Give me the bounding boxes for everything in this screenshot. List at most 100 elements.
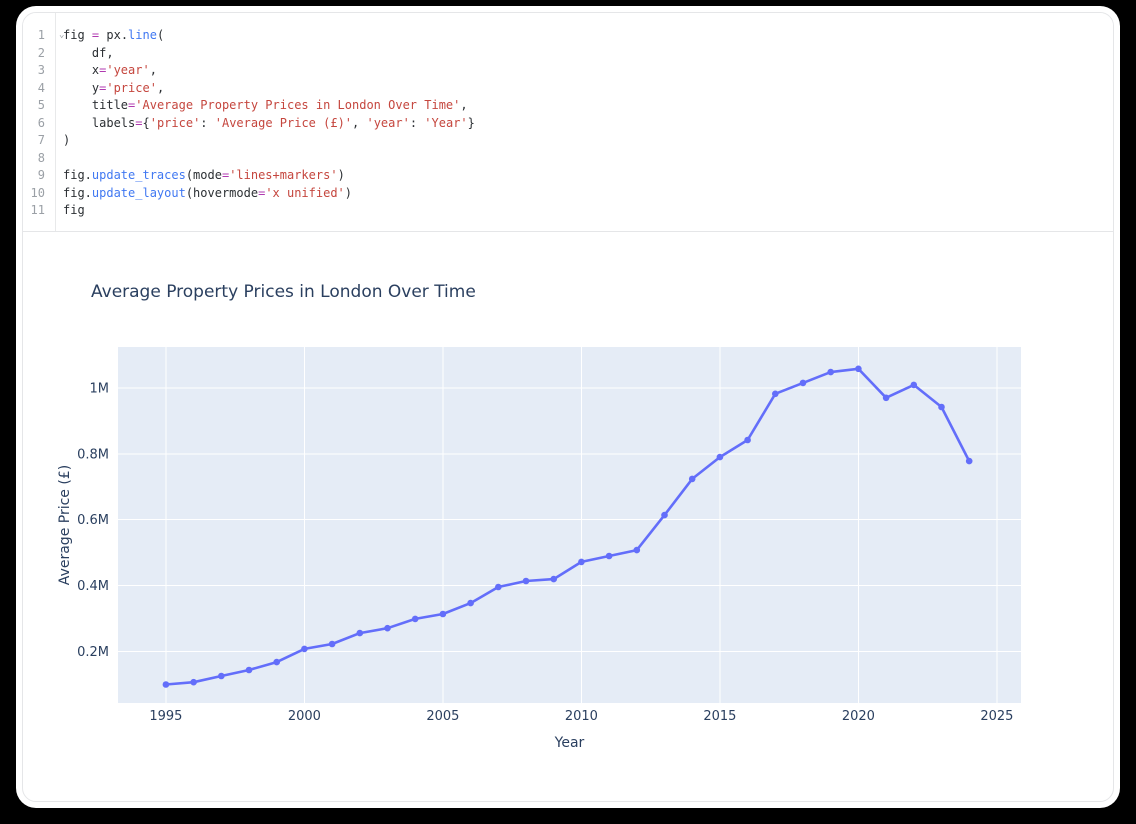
line-number: 11	[30, 203, 45, 217]
line-number: 10	[30, 185, 45, 200]
data-point-marker[interactable]	[938, 403, 945, 411]
code-token: 'year'	[106, 63, 150, 77]
code-token: ,	[352, 115, 367, 130]
code-token: 'lines+markers'	[229, 168, 338, 182]
y-tick-label: 0.8M	[77, 447, 109, 462]
data-point-marker[interactable]	[439, 610, 447, 618]
line-number: 7	[37, 133, 45, 147]
line-number: 3	[37, 63, 45, 77]
code-editor[interactable]: 1 ⌄ fig = px.line(2 df, 3 x='year', 4 y='pri…	[23, 13, 1113, 232]
code-line: 4 y='price',	[23, 80, 1113, 98]
code-line-content: title='Average Property Prices in London…	[55, 97, 468, 115]
code-token: )	[344, 185, 353, 200]
line-number: 4	[37, 80, 45, 95]
data-point-marker[interactable]	[162, 681, 170, 688]
data-point-marker[interactable]	[716, 453, 724, 461]
fold-chevron-icon[interactable]: ⌄	[59, 30, 65, 40]
data-point-marker[interactable]	[495, 583, 502, 591]
data-point-marker[interactable]	[384, 624, 391, 632]
plot-area[interactable]	[118, 347, 1021, 703]
code-line: 11 fig	[23, 202, 1113, 220]
x-tick-label: 2015	[703, 709, 736, 724]
code-token: 'price'	[149, 115, 201, 130]
code-token: 'Year'	[424, 115, 468, 130]
code-token: (hovermode	[185, 185, 259, 200]
code-line: 7)	[23, 132, 1113, 150]
data-point-marker[interactable]	[882, 394, 890, 402]
y-tick-label: 0.4M	[77, 579, 109, 594]
code-line-content: df,	[55, 45, 114, 63]
code-token: y	[63, 80, 100, 95]
data-point-marker[interactable]	[799, 379, 807, 387]
code-token: =	[99, 80, 107, 95]
code-token: =	[128, 98, 136, 112]
chart-title: Average Property Prices in London Over T…	[91, 282, 476, 302]
code-token: =	[91, 28, 100, 42]
line-number: 5	[37, 98, 45, 112]
data-point-marker[interactable]	[688, 475, 696, 483]
code-line: 10 fig.update_layout(hovermode='x unified…	[23, 185, 1113, 203]
code-token: 'year'	[366, 115, 410, 130]
data-point-marker[interactable]	[273, 658, 280, 666]
line-number: 6	[37, 115, 45, 130]
code-token: 'price'	[106, 80, 157, 95]
data-point-marker[interactable]	[633, 546, 641, 554]
code-token: {	[142, 115, 150, 130]
code-token: :	[409, 115, 425, 130]
data-point-marker[interactable]	[578, 558, 585, 566]
code-token: fig.	[63, 168, 92, 182]
data-point-marker[interactable]	[772, 390, 779, 398]
data-point-marker[interactable]	[605, 552, 613, 560]
data-point-marker[interactable]	[744, 436, 751, 444]
data-point-marker[interactable]	[910, 381, 918, 389]
data-point-marker[interactable]	[550, 575, 557, 583]
plotly-chart: 1995 2000 2005 2010 2015 2020 2025 0.2M 0.4M 0.6M…	[57, 282, 1021, 751]
x-tick-label: 2010	[565, 709, 598, 724]
data-point-marker[interactable]	[190, 678, 197, 686]
code-token: (	[156, 28, 165, 42]
code-line: 8	[23, 150, 1113, 168]
data-point-marker[interactable]	[855, 365, 862, 373]
code-token: =	[221, 168, 230, 182]
y-tick-label: 0.6M	[77, 513, 109, 528]
code-token: fig	[63, 28, 92, 42]
data-point-marker[interactable]	[356, 629, 364, 637]
code-token: 'Average Price (£)'	[214, 115, 353, 130]
line-number: 9	[37, 168, 45, 182]
code-line-content: fig.update_layout(hovermode='x unified')	[55, 185, 352, 203]
data-point-marker[interactable]	[661, 511, 668, 519]
data-point-marker[interactable]	[328, 640, 336, 648]
code-line: 9 fig.update_traces(mode='lines+markers')	[23, 167, 1113, 185]
x-tick-label: 1995	[149, 709, 182, 724]
data-point-marker[interactable]	[245, 666, 253, 674]
code-line-content: x='year',	[55, 62, 157, 80]
x-tick-label: 2020	[842, 709, 875, 724]
data-point-marker[interactable]	[522, 577, 530, 585]
code-line: 5 title='Average Property Prices in Lond…	[23, 97, 1113, 115]
data-point-marker[interactable]	[467, 599, 474, 607]
data-point-marker[interactable]	[827, 368, 834, 376]
code-line-content: fig.update_traces(mode='lines+markers')	[55, 167, 345, 185]
code-token: px.	[99, 28, 129, 42]
y-tick-label: 1M	[90, 381, 110, 396]
y-tick-label: 0.2M	[77, 645, 109, 660]
code-line: 6 labels={'price': 'Average Price (£)', …	[23, 115, 1113, 133]
data-point-marker[interactable]	[411, 615, 419, 623]
x-axis-title: Year	[554, 735, 585, 751]
code-token: labels	[63, 115, 136, 130]
code-token: update_layout	[91, 185, 186, 200]
code-token: fig.	[63, 185, 92, 200]
code-token: =	[258, 185, 266, 200]
code-line-content: y='price',	[55, 80, 164, 98]
code-token: )	[337, 168, 345, 182]
code-token: 'x unified'	[265, 185, 345, 200]
code-token: update_traces	[91, 168, 186, 182]
data-point-marker[interactable]	[301, 645, 308, 653]
data-point-marker[interactable]	[218, 672, 225, 680]
code-line-content: labels={'price': 'Average Price (£)', 'y…	[55, 115, 475, 133]
code-line-content: fig = px.line(	[55, 27, 164, 45]
code-token: ,	[149, 63, 157, 77]
line-number: 1	[37, 28, 45, 42]
data-point-marker[interactable]	[965, 457, 973, 465]
